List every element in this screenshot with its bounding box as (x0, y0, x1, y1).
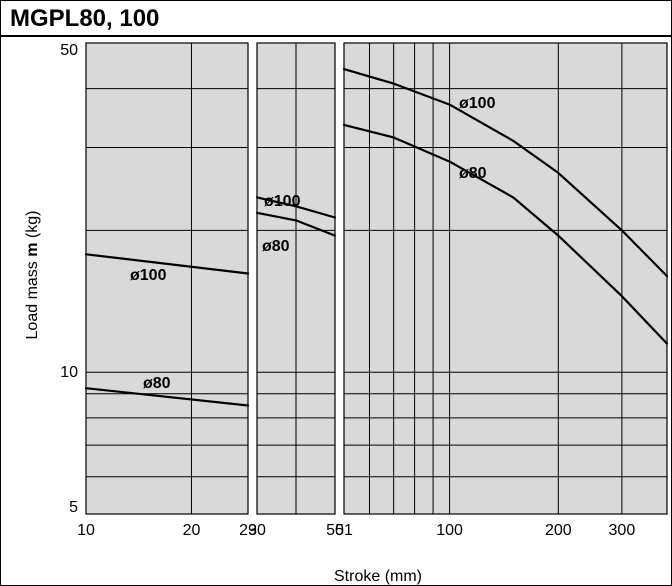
series-line-d80 (255, 211, 337, 237)
y-axis-title-unit: (kg) (24, 211, 41, 243)
y-axis-title: Load mass m (kg) (24, 211, 41, 340)
series-label-d100: ø100 (264, 193, 301, 210)
panel-1-background (86, 43, 248, 514)
panel-2: ø100 ø80 (255, 42, 337, 515)
panel-2-border (256, 42, 336, 515)
x-tick-label: 50 (326, 522, 344, 539)
x-tick-label: 10 (77, 522, 95, 539)
y-tick-label: 10 (60, 364, 78, 381)
series-line-d100 (84, 253, 250, 275)
plot-panels: ø100 ø80 ø100 ø80 ø100 ø80 (84, 42, 669, 515)
series-line-d100 (342, 67, 669, 278)
series-line-d80 (84, 387, 250, 407)
y-tick-label: 5 (69, 499, 78, 516)
panel-3-border (343, 42, 668, 515)
x-axis-title: Stroke (mm) (334, 568, 422, 585)
series-line-d100 (255, 196, 337, 219)
x-tick-label: 30 (248, 522, 266, 539)
x-tick-label: 51 (335, 522, 353, 539)
panel-1: ø100 ø80 (84, 42, 250, 515)
series-label-d100: ø100 (459, 95, 496, 112)
series-line-d80 (342, 123, 669, 345)
series-label-d80: ø80 (262, 238, 290, 255)
x-tick-label: 20 (183, 522, 201, 539)
series-label-d80: ø80 (459, 165, 487, 182)
y-axis-title-prefix: Load mass (24, 257, 41, 340)
title-bar: MGPL80, 100 (1, 1, 671, 37)
y-tick-label: 50 (60, 42, 78, 59)
y-axis-title-symbol: m (24, 243, 41, 257)
panel-3-background (344, 43, 667, 514)
chart-title: MGPL80, 100 (10, 5, 160, 32)
x-tick-label: 100 (436, 522, 463, 539)
x-tick-label: 300 (609, 522, 636, 539)
series-label-d100: ø100 (130, 267, 167, 284)
panel-1-border (85, 42, 249, 515)
x-tick-label: 29 (239, 522, 257, 539)
panel-3: ø100 ø80 (342, 42, 669, 515)
x-tick-label: 200 (545, 522, 572, 539)
series-label-d80: ø80 (143, 375, 171, 392)
